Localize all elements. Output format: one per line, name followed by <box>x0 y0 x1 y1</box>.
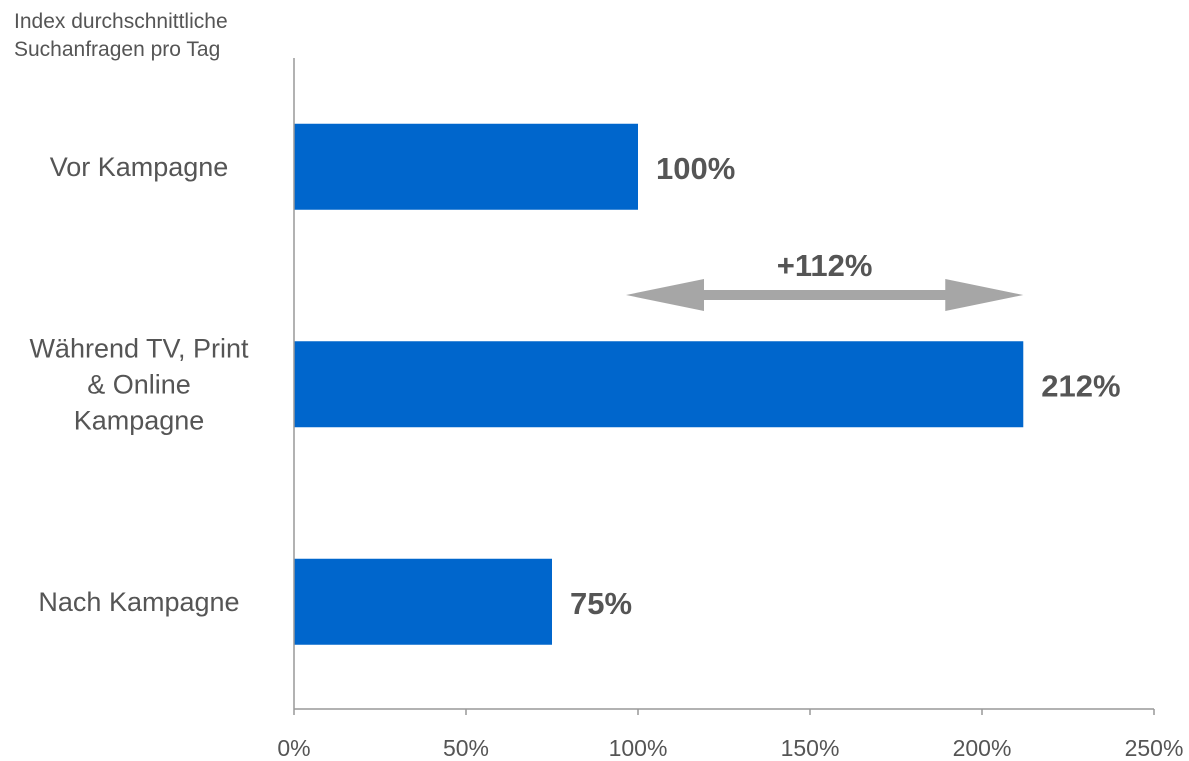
category-label: & Online <box>87 369 191 399</box>
category-label: Vor Kampagne <box>50 152 229 182</box>
double-arrow <box>626 279 1024 311</box>
annotation-group: +112% <box>626 248 1024 311</box>
annotation-label: +112% <box>777 248 873 283</box>
data-label: 75% <box>570 586 632 621</box>
bars-group <box>294 123 1024 645</box>
x-tick-label: 0% <box>277 735 310 761</box>
labels-group: 100% Vor Kampagne 212% Während TV, Print & O… <box>29 151 1120 621</box>
x-tick-label: 100% <box>609 735 668 761</box>
bar <box>294 341 1024 428</box>
x-tick-label: 50% <box>443 735 489 761</box>
x-tick-label: 250% <box>1125 735 1184 761</box>
axes-group: 0% 50% 100% 150% 200% 250% <box>277 58 1183 761</box>
category-label: Während TV, Print <box>29 333 249 363</box>
data-label: 100% <box>656 151 735 186</box>
x-tick-label: 200% <box>953 735 1012 761</box>
y-axis-title: Index durchschnittliche Suchanfragen pro… <box>14 10 228 61</box>
category-label: Kampagne <box>74 405 205 435</box>
bar <box>294 123 638 210</box>
data-label: 212% <box>1041 368 1120 403</box>
x-tick-label: 150% <box>781 735 840 761</box>
category-label: Nach Kampagne <box>38 587 239 617</box>
bar <box>294 558 552 645</box>
